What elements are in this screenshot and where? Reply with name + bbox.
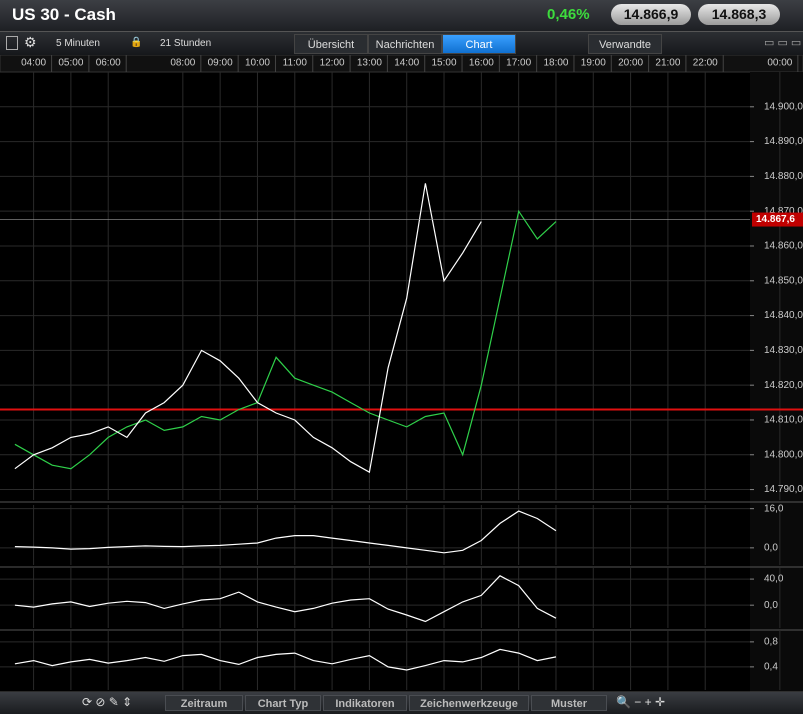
change: 0,46%	[547, 6, 590, 23]
x-tick-label: 22:00	[693, 58, 718, 69]
last-price-box	[752, 212, 803, 227]
x-tick-label: 20:00	[618, 58, 643, 69]
button[interactable]: Chart Typ	[245, 695, 321, 711]
y-tick-label: 14.820,0	[764, 380, 803, 391]
x-tick-label: 10:00	[245, 58, 270, 69]
y-tick-label: 0,8	[764, 637, 778, 648]
y-tick-label: 14.870,0	[764, 206, 803, 217]
x-tick-label: 16:00	[469, 58, 494, 69]
y-tick-label: 14.810,0	[764, 415, 803, 426]
x-tick-label: 12:00	[320, 58, 345, 69]
x-tick-label: 06:00	[96, 58, 121, 69]
x-tick-label: 08:00	[170, 58, 195, 69]
x-tick-label: 00:00	[767, 58, 792, 69]
x-tick-label: 17:00	[506, 58, 531, 69]
interval[interactable]: 5 Minuten	[56, 38, 100, 49]
bottom-bar: ⟳ ⊘ ✎ ⇕ Zeitraum Chart Typ Indikatoren Z…	[0, 692, 803, 714]
chart: 14.790,0 14.800,0 14.810,0 14.820,0 14.830,0…	[0, 54, 803, 692]
y-tick-label: 14.860,0	[764, 241, 803, 252]
y-tick-label: 0,0	[764, 542, 778, 553]
ask[interactable]: 14.868,3	[698, 4, 780, 25]
y-tick-label: 40,0	[764, 574, 784, 585]
series-line	[14, 648, 557, 671]
x-tick-label: 09:00	[208, 58, 233, 69]
window-controls[interactable]: ▭ ▭ ▭	[764, 37, 802, 49]
lock-icon[interactable]: 🔒	[130, 37, 143, 48]
tab[interactable]: Nachrichten	[368, 34, 442, 54]
y-tick-label: 14.790,0	[764, 484, 803, 495]
x-tick-label: 04:00	[21, 58, 46, 69]
header: US 30 - Cash 0,46% 14.866,9 14.868,3	[0, 0, 803, 31]
x-tick-label: 05:00	[58, 58, 83, 69]
tool-icons[interactable]: ⟳ ⊘ ✎ ⇕	[82, 695, 133, 709]
button[interactable]: Zeichenwerkzeuge	[409, 695, 529, 711]
zoom-icons[interactable]: 🔍 − + ✛	[616, 695, 666, 709]
tab[interactable]: Übersicht	[294, 34, 368, 54]
series-line	[14, 209, 557, 470]
instrument-title: US 30 - Cash	[12, 5, 116, 24]
x-tick-label: 11:00	[283, 58, 308, 69]
tab-active[interactable]: Chart	[442, 34, 516, 54]
price-axis	[750, 72, 803, 692]
y-tick-label: 14.880,0	[764, 171, 803, 182]
series-line	[14, 510, 557, 554]
y-tick-label: 14.890,0	[764, 136, 803, 147]
x-tick-label: 18:00	[543, 58, 568, 69]
last-price-label: 14.867,6	[756, 214, 795, 225]
y-tick-label: 14.850,0	[764, 275, 803, 286]
x-tick-label: 14:00	[394, 58, 419, 69]
y-tick-label: 16,0	[764, 503, 784, 514]
x-tick-label: 15:00	[432, 58, 457, 69]
x-tick-label: 13:00	[357, 58, 382, 69]
related[interactable]: Verwandte	[588, 34, 662, 54]
x-tick-label: 19:00	[581, 58, 606, 69]
range[interactable]: 21 Stunden	[160, 38, 212, 49]
button[interactable]: Zeitraum	[165, 695, 243, 711]
y-tick-label: 14.900,0	[764, 101, 803, 112]
series-line	[14, 183, 482, 474]
y-tick-label: 14.840,0	[764, 310, 803, 321]
y-tick-label: 0,4	[764, 662, 778, 673]
button[interactable]: Indikatoren	[323, 695, 407, 711]
y-tick-label: 14.800,0	[764, 449, 803, 460]
menu-icon[interactable]	[6, 36, 18, 50]
y-tick-label: 14.830,0	[764, 345, 803, 356]
button[interactable]: Muster	[531, 695, 607, 711]
series-line	[14, 575, 557, 623]
x-tick-label: 21:00	[655, 58, 680, 69]
bid[interactable]: 14.866,9	[611, 4, 691, 25]
y-tick-label: 0,0	[764, 600, 778, 611]
toolbar: ⚙ 5 Minuten 🔒 21 Stunden Übersicht Nachr…	[0, 31, 803, 55]
settings-icon[interactable]: ⚙	[24, 34, 37, 50]
